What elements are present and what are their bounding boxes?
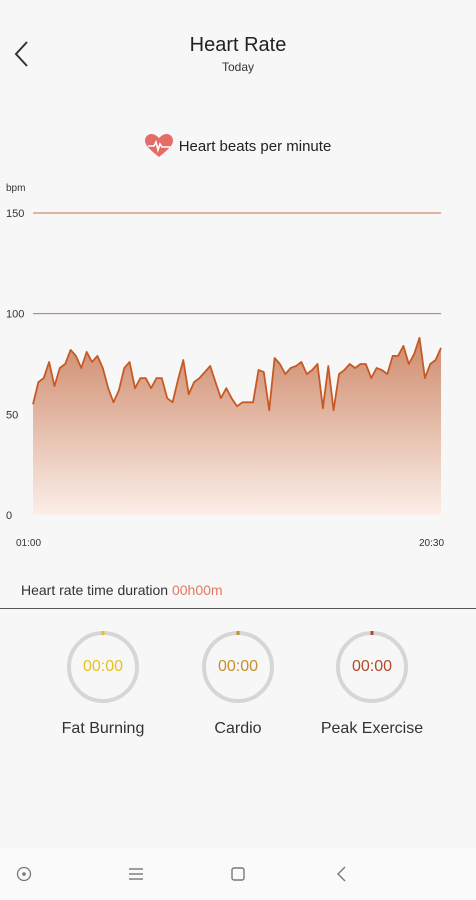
- back-arrow-icon: [14, 41, 28, 67]
- square-icon: [231, 867, 245, 881]
- page-subtitle: Today: [221, 60, 255, 74]
- chart-heading: Heart beats per minute: [0, 133, 476, 159]
- y-tick-label: 50: [6, 409, 18, 421]
- nav-menu-button[interactable]: [124, 862, 148, 886]
- zone-ring: 00:00: [201, 630, 275, 704]
- y-tick-label: 150: [6, 208, 24, 220]
- duration-summary: Heart rate time duration 00h00m: [21, 582, 223, 598]
- heart-rate-zones: 00:00 Fat Burning 00:00 Cardio 00:00 Pea…: [0, 630, 476, 750]
- back-chevron-icon: [337, 866, 346, 882]
- zone-time: 00:00: [82, 658, 124, 675]
- zone-progress-mark: [236, 631, 240, 635]
- zone-label: Peak Exercise: [320, 720, 424, 737]
- zone-ring: 00:00: [335, 630, 409, 704]
- zone-label: Fat Burning: [61, 720, 145, 737]
- heart-rate-chart: bpm 0 50 100 150 01:00 20:30: [6, 183, 444, 549]
- back-button[interactable]: [8, 36, 36, 72]
- divider: [0, 608, 476, 609]
- nav-assistant-button[interactable]: [12, 862, 36, 886]
- x-tick-start: 01:00: [16, 538, 41, 549]
- y-tick-label: 0: [6, 510, 12, 522]
- zone-time: 00:00: [217, 658, 259, 675]
- heart-pulse-icon: [144, 134, 173, 157]
- zone-peak-exercise[interactable]: 00:00 Peak Exercise: [297, 630, 447, 738]
- zone-time: 00:00: [351, 658, 393, 675]
- zone-cardio[interactable]: 00:00 Cardio: [163, 630, 313, 738]
- header: Heart Rate Today: [0, 24, 476, 84]
- status-bar: [0, 0, 476, 24]
- zone-progress-mark: [370, 631, 374, 635]
- chart-heading-text: Heart beats per minute: [178, 137, 332, 155]
- menu-icon: [129, 868, 143, 880]
- page-title: Heart Rate: [189, 34, 287, 56]
- heart-rate-area: [33, 337, 441, 515]
- heart-rate-line: [32, 336, 442, 412]
- zone-label: Cardio: [214, 720, 262, 737]
- duration-value: 00h00m: [171, 582, 223, 598]
- y-axis-label: bpm: [6, 183, 25, 194]
- x-tick-end: 20:30: [419, 538, 444, 549]
- nav-back-button[interactable]: [330, 862, 354, 886]
- zone-progress-mark: [101, 631, 105, 635]
- nav-home-button[interactable]: [226, 862, 250, 886]
- duration-label: Heart rate time duration: [21, 582, 169, 598]
- zone-ring: 00:00: [66, 630, 140, 704]
- zone-fat-burning[interactable]: 00:00 Fat Burning: [28, 630, 178, 738]
- circle-dot-icon: [16, 866, 32, 882]
- y-tick-label: 100: [6, 309, 24, 321]
- system-nav-bar: [0, 848, 476, 900]
